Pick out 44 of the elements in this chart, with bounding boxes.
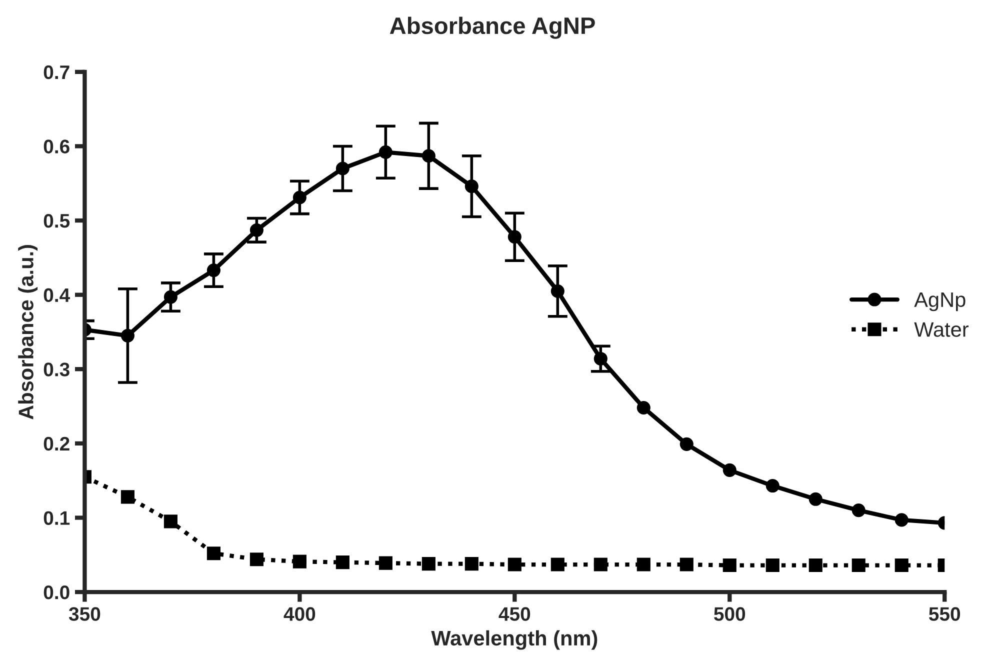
x-tick-label: 550 <box>928 607 960 621</box>
x-tick-label: 350 <box>68 607 100 621</box>
point <box>250 552 264 566</box>
legend-label: Water <box>914 322 969 337</box>
point <box>378 556 392 570</box>
chart-title: Absorbance AgNP <box>390 16 595 39</box>
point <box>766 479 780 493</box>
y-tick-label: 0.7 <box>44 65 70 80</box>
y-tick-label: 0.3 <box>44 362 70 376</box>
point <box>508 558 522 572</box>
x-tick-label: 450 <box>498 607 530 621</box>
y-tick-label: 0.6 <box>44 140 70 154</box>
point <box>164 514 178 528</box>
x-axis-title: Wavelength (nm) <box>431 630 598 650</box>
y-tick-label: 0.2 <box>44 436 70 451</box>
point <box>852 558 866 572</box>
y-tick-label: 0.5 <box>44 214 70 228</box>
point <box>636 558 650 572</box>
point <box>206 546 220 560</box>
point <box>894 558 908 572</box>
y-tick-label: 0.0 <box>44 586 70 600</box>
point <box>464 557 478 571</box>
y-axis-title: Absorbance (a.u.) <box>18 245 38 420</box>
point <box>722 463 736 477</box>
point <box>680 558 694 572</box>
point <box>852 504 866 518</box>
x-tick-label: 400 <box>284 607 316 621</box>
y-tick-label: 0.4 <box>44 288 70 302</box>
point <box>894 513 908 527</box>
x-tick-label: 500 <box>714 607 746 621</box>
point <box>292 554 306 568</box>
legend-label: AgNp <box>914 292 966 312</box>
point <box>766 558 780 572</box>
point <box>722 558 736 572</box>
point <box>120 490 134 504</box>
point <box>680 437 694 451</box>
point <box>336 556 350 570</box>
y-tick-label: 0.1 <box>44 511 70 525</box>
point <box>808 558 822 572</box>
point <box>550 558 564 572</box>
point <box>636 400 650 415</box>
point <box>422 557 436 571</box>
point <box>808 492 822 506</box>
point <box>594 558 608 572</box>
